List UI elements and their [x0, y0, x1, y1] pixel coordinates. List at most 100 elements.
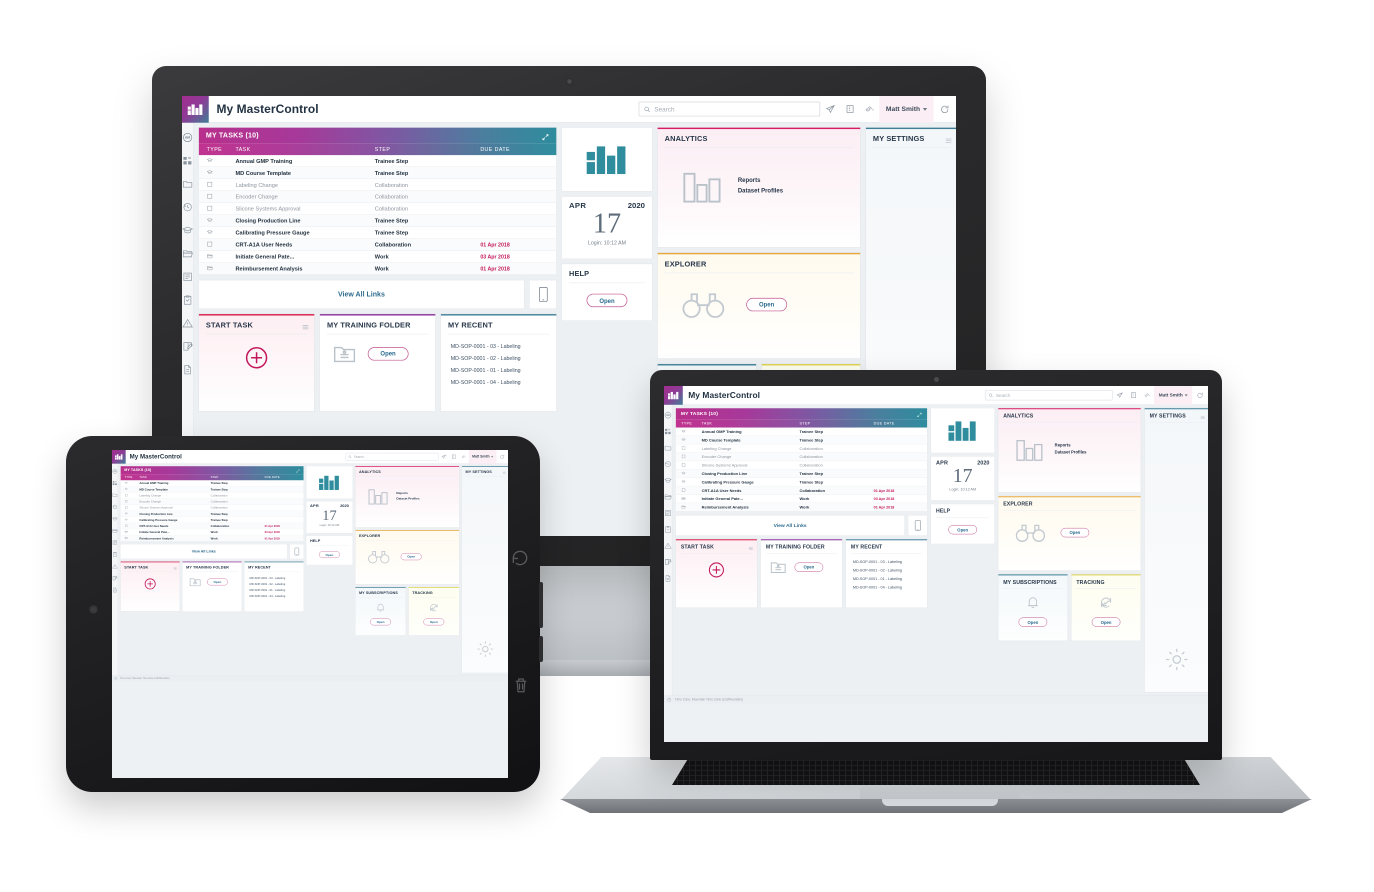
- table-row[interactable]: Reimbursement Analysis Work 01 Apr 2018: [120, 535, 304, 542]
- task-name-cell[interactable]: Calibrating Pressure Gauge: [235, 229, 310, 236]
- sidebar-item-documents[interactable]: [182, 172, 193, 195]
- table-row[interactable]: Slicone Systems Approval Collaboration: [120, 505, 304, 511]
- sidebar-item-reports[interactable]: [182, 358, 193, 381]
- task-name-cell[interactable]: Initiate General Pate...: [701, 496, 743, 501]
- paper-plane-button[interactable]: [1113, 386, 1127, 405]
- list-item[interactable]: MD-SOP-0001 - 01 - Labeling: [249, 588, 286, 592]
- task-name-cell[interactable]: Slicone Systems Approval: [235, 205, 301, 212]
- search-input[interactable]: Search: [985, 389, 1113, 401]
- task-name-cell[interactable]: Initiate General Pate...: [139, 530, 170, 534]
- list-item[interactable]: MD-SOP-0001 - 01 - Labeling: [450, 366, 521, 374]
- list-item[interactable]: MD-SOP-0001 - 02 - Labeling: [450, 354, 521, 362]
- explorer-open-button[interactable]: Open: [746, 297, 787, 311]
- list-item[interactable]: MD-SOP-0001 - 02 - Labeling: [852, 567, 902, 573]
- user-menu[interactable]: Matt Smith: [468, 450, 497, 464]
- task-name-cell[interactable]: MD Course Template: [139, 487, 168, 491]
- search-input[interactable]: Search: [345, 452, 439, 461]
- analytics-link-reports[interactable]: Reports: [1054, 442, 1071, 448]
- user-menu[interactable]: Matt Smith: [1154, 386, 1193, 405]
- table-row[interactable]: Closing Production Line Trainee Step: [675, 469, 928, 478]
- list-item[interactable]: MD-SOP-0001 - 03 - Labeling: [249, 576, 286, 580]
- start-task-menu-button[interactable]: [302, 320, 309, 330]
- table-row[interactable]: Calibrating Pressure Gauge Trainee Step: [120, 517, 304, 524]
- task-name-cell[interactable]: Calibrating Pressure Gauge: [139, 518, 178, 522]
- laptop-trackpad[interactable]: [860, 787, 1020, 800]
- sidebar-item-training[interactable]: [182, 218, 194, 241]
- sidebar-item-reports[interactable]: [664, 570, 672, 586]
- start-task-menu-button[interactable]: [748, 544, 753, 550]
- sidebar-item-dashboard[interactable]: [182, 149, 193, 172]
- search-input[interactable]: Search: [638, 101, 821, 117]
- mobile-app-tile[interactable]: [289, 543, 304, 560]
- sidebar-item-history[interactable]: [112, 501, 118, 513]
- user-menu[interactable]: Matt Smith: [879, 96, 934, 123]
- help-open-button[interactable]: Open: [319, 551, 340, 558]
- list-item[interactable]: MD-SOP-0001 - 04 - Labeling: [450, 378, 521, 386]
- my-subscriptions-open-button[interactable]: Open: [1018, 617, 1048, 627]
- start-task-add-button[interactable]: [121, 578, 180, 590]
- expand-button[interactable]: [296, 468, 300, 473]
- task-name-cell[interactable]: Encoder Change: [235, 193, 278, 200]
- table-row[interactable]: MD Course Template Trainee Step: [675, 435, 928, 445]
- paper-plane-button[interactable]: [439, 450, 449, 464]
- links-button[interactable]: [459, 450, 469, 464]
- refresh-button[interactable]: [496, 450, 508, 464]
- list-item[interactable]: MD-SOP-0001 - 04 - Labeling: [852, 584, 902, 590]
- table-row[interactable]: Encoder Change Collaboration: [120, 498, 304, 505]
- table-row[interactable]: Slicone Systems Approval Collaboration: [675, 461, 928, 470]
- table-row[interactable]: CRT-A1A User Needs Collaboration 01 Apr 20…: [120, 523, 304, 530]
- task-name-cell[interactable]: Labeling Change: [139, 493, 162, 497]
- my-settings-menu-button[interactable]: [502, 469, 506, 474]
- sidebar-item-history[interactable]: [182, 195, 193, 218]
- my-settings-menu-button[interactable]: [945, 134, 952, 143]
- task-name-cell[interactable]: Encoder Change: [139, 499, 161, 504]
- app-logo[interactable]: [664, 386, 683, 405]
- sidebar-item-deviations[interactable]: [664, 537, 672, 553]
- help-open-button[interactable]: Open: [586, 293, 628, 308]
- list-item[interactable]: MD-SOP-0001 - 02 - Labeling: [249, 582, 286, 586]
- table-row[interactable]: Closing Production Line Trainee Step: [120, 510, 304, 517]
- sidebar-item-training[interactable]: [112, 513, 118, 525]
- sidebar-item-training[interactable]: [664, 472, 672, 488]
- sidebar-item-dashboard[interactable]: [664, 423, 672, 439]
- sidebar-item-reports[interactable]: [112, 584, 118, 596]
- table-row[interactable]: Annual GMP Training Trainee Step: [198, 155, 557, 168]
- view-all-links-button[interactable]: View All Links: [198, 279, 525, 310]
- table-row[interactable]: Initiate General Pate... Work 03 Apr 2018: [198, 251, 557, 263]
- sidebar-item-forms[interactable]: [664, 505, 672, 521]
- task-name-cell[interactable]: Calibrating Pressure Gauge: [701, 479, 754, 485]
- sidebar-item-change-control[interactable]: [182, 335, 193, 358]
- sidebar-item-audits[interactable]: [182, 288, 193, 311]
- my-settings-menu-button[interactable]: [1200, 413, 1205, 419]
- sidebar-item-change-control[interactable]: [664, 554, 672, 570]
- table-row[interactable]: Calibrating Pressure Gauge Trainee Step: [198, 227, 557, 239]
- view-all-links-button[interactable]: View All Links: [675, 515, 905, 536]
- sidebar-item-deviations[interactable]: [112, 560, 118, 572]
- reports-button[interactable]: [840, 96, 860, 122]
- start-task-add-button[interactable]: [199, 346, 314, 370]
- task-name-cell[interactable]: CRT-A1A User Needs: [235, 241, 293, 248]
- view-all-links-button[interactable]: View All Links: [120, 543, 288, 560]
- table-row[interactable]: Annual GMP Training Trainee Step: [120, 480, 304, 487]
- analytics-link-reports[interactable]: Reports: [737, 176, 761, 184]
- task-name-cell[interactable]: Closing Production Line: [235, 217, 301, 224]
- table-row[interactable]: Encoder Change Collaboration: [675, 452, 928, 462]
- task-name-cell[interactable]: Reimbursement Analysis: [139, 536, 174, 540]
- sidebar-item-projects[interactable]: [664, 488, 672, 504]
- table-row[interactable]: Slicone Systems Approval Collaboration: [198, 203, 557, 215]
- table-row[interactable]: Closing Production Line Trainee Step: [198, 214, 557, 227]
- sidebar-item-audits[interactable]: [664, 521, 672, 537]
- list-item[interactable]: MD-SOP-0001 - 03 - Labeling: [450, 342, 521, 350]
- list-item[interactable]: MD-SOP-0001 - 03 - Labeling: [852, 559, 902, 565]
- sidebar-item-deviations[interactable]: [182, 311, 193, 334]
- tablet-volume-button[interactable]: [539, 582, 543, 628]
- sidebar-item-home[interactable]: [182, 126, 193, 149]
- task-name-cell[interactable]: Slicone Systems Approval: [701, 462, 748, 468]
- table-row[interactable]: CRT-A1A User Needs Collaboration 01 Apr 20…: [675, 486, 928, 495]
- analytics-link-dataset-profiles[interactable]: Dataset Profiles: [737, 186, 784, 194]
- table-row[interactable]: Encoder Change Collaboration: [198, 190, 557, 203]
- sidebar-item-home[interactable]: [664, 407, 672, 423]
- sidebar-item-forms[interactable]: [112, 536, 118, 548]
- table-row[interactable]: MD Course Template Trainee Step: [198, 167, 557, 180]
- my-training-folder-open-button[interactable]: Open: [794, 562, 824, 572]
